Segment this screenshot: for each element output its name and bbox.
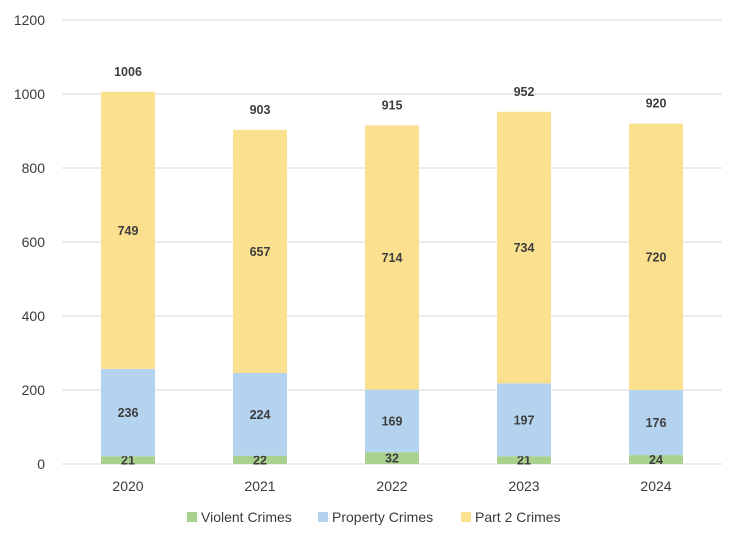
data-label: 169	[382, 414, 403, 428]
y-tick-label: 800	[22, 160, 46, 176]
legend-label: Violent Crimes	[201, 509, 292, 525]
bars: 21 236 749 1006 22 224 657 903 32 169 714 915 21 197 7…	[101, 65, 683, 468]
x-tick-label: 2020	[112, 478, 143, 494]
bar-segment-property-crimes	[365, 389, 419, 453]
x-tick-label: 2022	[376, 478, 407, 494]
data-label: 24	[649, 453, 663, 467]
y-axis: 0 200 400 600 800 1000 1200	[14, 12, 45, 472]
x-tick-label: 2023	[508, 478, 539, 494]
bar-segment-violent-crimes	[629, 455, 683, 464]
bar-segment-violent-crimes	[101, 456, 155, 464]
total-label: 1006	[114, 65, 142, 79]
total-label: 952	[514, 85, 535, 99]
data-label: 734	[514, 241, 535, 255]
bar-segment-part-2-crimes	[629, 123, 683, 390]
total-label: 920	[646, 97, 667, 111]
bar-segment-property-crimes	[629, 390, 683, 456]
legend-swatch	[187, 512, 197, 522]
bar-segment-property-crimes	[497, 383, 551, 457]
x-axis: 2020 2021 2022 2023 2024	[112, 478, 671, 494]
legend-swatch	[318, 512, 328, 522]
data-label: 176	[646, 416, 667, 430]
y-tick-label: 0	[37, 456, 45, 472]
bar-segment-property-crimes	[233, 372, 287, 456]
y-tick-label: 200	[22, 382, 46, 398]
bar-segment-part-2-crimes	[233, 129, 287, 373]
data-label: 714	[382, 251, 403, 265]
bar-segment-part-2-crimes	[101, 91, 155, 369]
bar-segment-violent-crimes	[497, 456, 551, 464]
legend-label: Property Crimes	[332, 509, 433, 525]
bar-segment-property-crimes	[101, 368, 155, 457]
x-tick-label: 2024	[640, 478, 671, 494]
legend-swatch	[461, 512, 471, 522]
x-tick-label: 2021	[244, 478, 275, 494]
legend: Violent Crimes Property Crimes Part 2 Crim…	[187, 509, 561, 525]
y-tick-label: 1000	[14, 86, 45, 102]
data-label: 21	[121, 454, 135, 468]
y-tick-label: 400	[22, 308, 46, 324]
data-label: 224	[250, 408, 271, 422]
y-tick-label: 600	[22, 234, 46, 250]
legend-label: Part 2 Crimes	[475, 509, 561, 525]
data-label: 749	[118, 224, 139, 238]
total-label: 915	[382, 98, 403, 112]
bar-segment-part-2-crimes	[497, 111, 551, 384]
data-label: 22	[253, 453, 267, 467]
data-label: 32	[385, 452, 399, 466]
data-label: 657	[250, 245, 271, 259]
data-label: 720	[646, 250, 667, 264]
data-label: 236	[118, 406, 139, 420]
data-label: 21	[517, 454, 531, 468]
y-tick-label: 1200	[14, 12, 45, 28]
bar-segment-part-2-crimes	[365, 125, 419, 390]
bar-segment-violent-crimes	[365, 452, 419, 464]
bar-segment-violent-crimes	[233, 455, 287, 464]
data-label: 197	[514, 413, 535, 427]
total-label: 903	[250, 103, 271, 117]
